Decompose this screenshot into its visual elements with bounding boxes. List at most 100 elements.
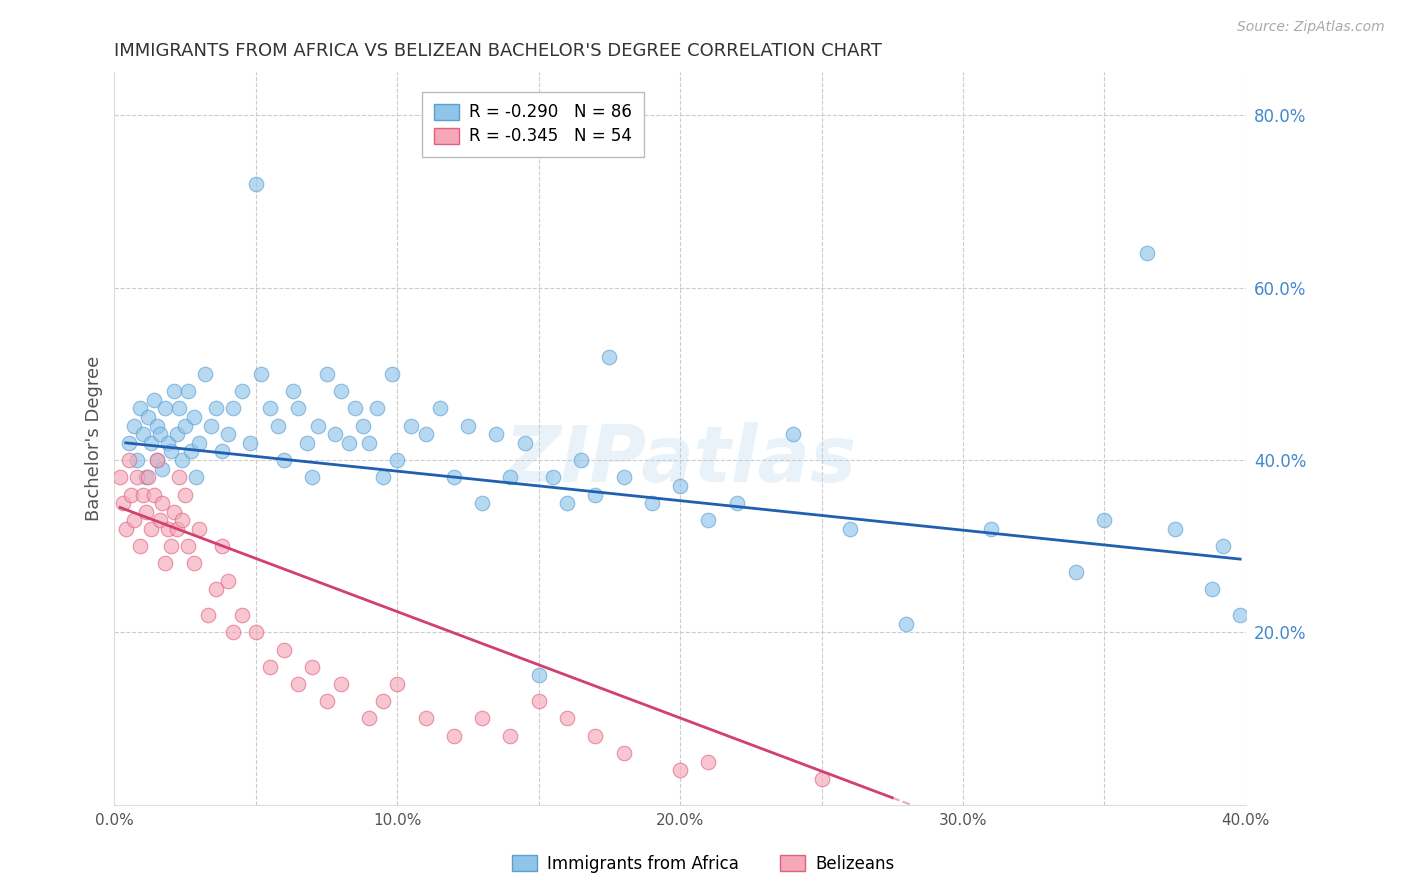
Point: [527, 694, 550, 708]
Point: [188, 435, 211, 450]
Point: [725, 496, 748, 510]
Point: [569, 453, 592, 467]
Point: [169, 401, 191, 416]
Point: [471, 711, 494, 725]
Point: [387, 677, 409, 691]
Point: [211, 539, 233, 553]
Point: [315, 694, 337, 708]
Point: [117, 435, 139, 450]
Point: [200, 418, 222, 433]
Point: [307, 418, 329, 433]
Point: [149, 427, 172, 442]
Point: [273, 642, 295, 657]
Point: [1136, 246, 1159, 260]
Point: [980, 522, 1002, 536]
Point: [160, 539, 183, 553]
Point: [555, 711, 578, 725]
Point: [155, 557, 177, 571]
Point: [387, 453, 409, 467]
Point: [222, 625, 245, 640]
Point: [1092, 513, 1115, 527]
Point: [499, 729, 522, 743]
Point: [152, 496, 174, 510]
Point: [315, 367, 337, 381]
Point: [1164, 522, 1187, 536]
Point: [135, 470, 157, 484]
Point: [120, 487, 142, 501]
Point: [183, 409, 205, 424]
Point: [301, 660, 323, 674]
Point: [245, 625, 267, 640]
Point: [141, 435, 163, 450]
Point: [810, 772, 832, 786]
Point: [205, 582, 228, 597]
Point: [583, 487, 606, 501]
Point: [157, 435, 180, 450]
Point: [555, 496, 578, 510]
Point: [366, 401, 388, 416]
Point: [443, 470, 465, 484]
Point: [239, 435, 262, 450]
Point: [160, 444, 183, 458]
Point: [323, 427, 346, 442]
Point: [177, 539, 200, 553]
Legend: R = -0.290   N = 86, R = -0.345   N = 54: R = -0.290 N = 86, R = -0.345 N = 54: [422, 92, 644, 157]
Point: [371, 694, 394, 708]
Point: [169, 470, 191, 484]
Point: [583, 729, 606, 743]
Point: [357, 711, 380, 725]
Point: [231, 608, 253, 623]
Point: [598, 350, 620, 364]
Point: [183, 557, 205, 571]
Point: [131, 427, 153, 442]
Point: [128, 401, 150, 416]
Point: [163, 505, 186, 519]
Point: [343, 401, 366, 416]
Point: [415, 427, 437, 442]
Point: [259, 660, 281, 674]
Point: [172, 513, 194, 527]
Point: [669, 763, 692, 777]
Point: [231, 384, 253, 398]
Point: [295, 435, 318, 450]
Point: [267, 418, 290, 433]
Point: [125, 453, 148, 467]
Point: [146, 453, 169, 467]
Point: [697, 513, 720, 527]
Point: [222, 401, 245, 416]
Point: [541, 470, 564, 484]
Point: [499, 470, 522, 484]
Point: [1212, 539, 1234, 553]
Point: [337, 435, 360, 450]
Point: [352, 418, 374, 433]
Point: [697, 755, 720, 769]
Point: [163, 384, 186, 398]
Point: [287, 677, 309, 691]
Point: [205, 401, 228, 416]
Point: [143, 392, 166, 407]
Point: [485, 427, 508, 442]
Point: [138, 409, 160, 424]
Point: [1201, 582, 1223, 597]
Legend: Immigrants from Africa, Belizeans: Immigrants from Africa, Belizeans: [505, 848, 901, 880]
Point: [157, 522, 180, 536]
Point: [513, 435, 536, 450]
Point: [443, 729, 465, 743]
Point: [211, 444, 233, 458]
Point: [149, 513, 172, 527]
Point: [172, 453, 194, 467]
Point: [194, 367, 217, 381]
Point: [429, 401, 451, 416]
Point: [371, 470, 394, 484]
Point: [122, 513, 145, 527]
Point: [527, 668, 550, 682]
Point: [457, 418, 479, 433]
Point: [197, 608, 219, 623]
Point: [329, 677, 352, 691]
Point: [217, 574, 239, 588]
Text: IMMIGRANTS FROM AFRICA VS BELIZEAN BACHELOR'S DEGREE CORRELATION CHART: IMMIGRANTS FROM AFRICA VS BELIZEAN BACHE…: [114, 42, 883, 60]
Point: [669, 479, 692, 493]
Point: [245, 178, 267, 192]
Point: [381, 367, 404, 381]
Point: [174, 418, 197, 433]
